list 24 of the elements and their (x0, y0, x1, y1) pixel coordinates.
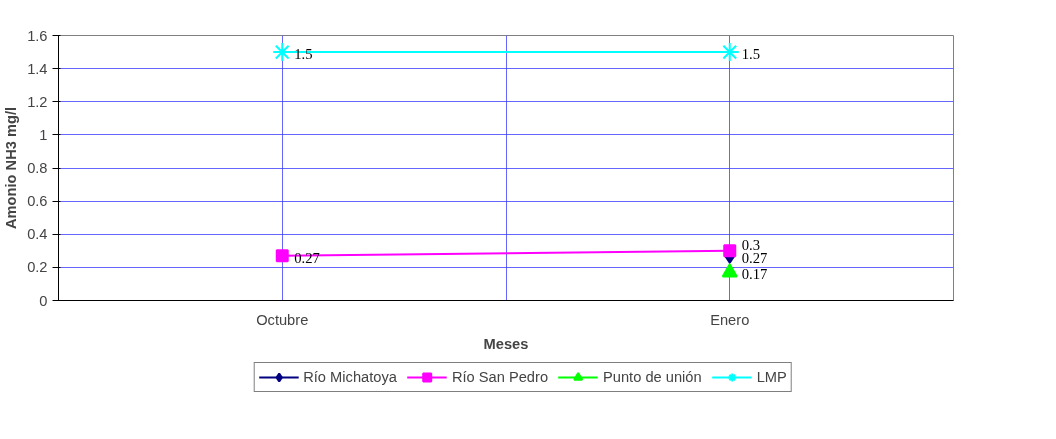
y-tick-label: 1.2 (27, 93, 48, 110)
y-tick-label: 0.6 (27, 193, 48, 210)
y-tick-label: 1.4 (27, 60, 48, 77)
y-tick-label: 0 (39, 292, 48, 309)
y-axis-title: Amonio NH3 mg/l (3, 106, 20, 230)
x-tick-label: Octubre (256, 311, 309, 328)
point (721, 263, 738, 278)
point (723, 244, 737, 258)
point (275, 249, 289, 263)
x-axis-title: Meses (483, 335, 529, 352)
y-tick-label: 0.2 (27, 259, 48, 276)
y-tick-label: 1.6 (27, 27, 48, 44)
y-tick-label: 0.4 (27, 226, 48, 243)
legend-label: Punto de unión (603, 368, 702, 385)
point (272, 42, 293, 63)
legend-label: Río Michatoya (303, 368, 397, 385)
data-label: 1.5 (741, 46, 761, 63)
legend-label: LMP (756, 368, 787, 385)
x-tick-label: Enero (710, 311, 750, 328)
data-label: 0.17 (741, 266, 768, 283)
legend-label: Río San Pedro (451, 368, 549, 385)
y-tick-label: 1 (39, 126, 48, 143)
y-tick-label: 0.8 (27, 160, 48, 176)
point (719, 42, 740, 63)
